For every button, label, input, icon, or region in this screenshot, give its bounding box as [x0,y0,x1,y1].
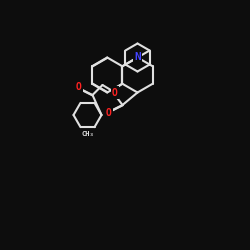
Text: O: O [112,88,118,98]
Text: CH₃: CH₃ [81,131,94,137]
Text: N: N [134,52,141,62]
Text: O: O [76,82,82,92]
Text: O: O [106,108,112,118]
